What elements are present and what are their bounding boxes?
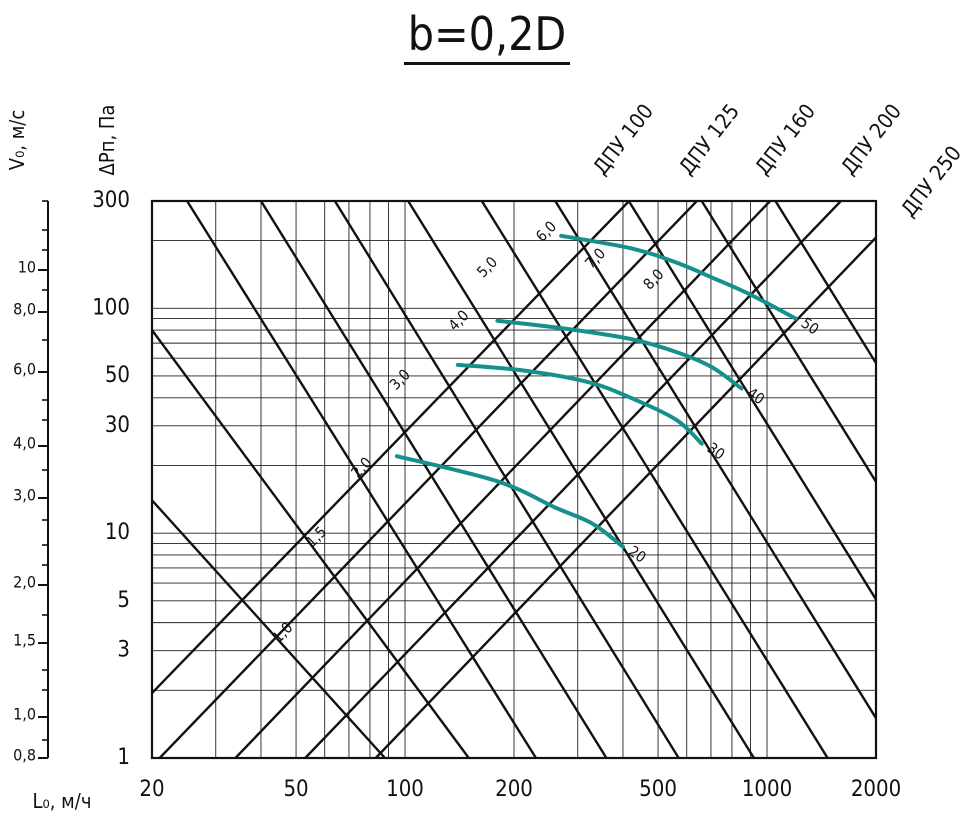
velocity-tick-label: 10 bbox=[18, 258, 36, 277]
teal-curve-20 bbox=[394, 454, 625, 549]
velocity-line-4 bbox=[259, 201, 608, 758]
pressure-tick-label: 300 bbox=[92, 188, 130, 213]
velocity-line-6 bbox=[407, 201, 755, 758]
teal-curves bbox=[394, 233, 798, 549]
velocity-label: 1,5 bbox=[302, 523, 330, 551]
pressure-tick-label: 50 bbox=[105, 363, 130, 388]
series-label-30: 30 bbox=[704, 439, 728, 464]
velocity-tick-label: 1,5 bbox=[13, 631, 36, 650]
size-line-label: ДПУ 200 bbox=[836, 99, 906, 179]
size-line-label: ДПУ 160 bbox=[750, 99, 820, 179]
velocity-label: 5,0 bbox=[473, 253, 501, 281]
velocity-label: 6,0 bbox=[532, 217, 560, 245]
velocity-tick-label: 0,8 bbox=[13, 746, 36, 765]
x-tick-label: 500 bbox=[639, 777, 677, 802]
velocity-line-5 bbox=[333, 201, 680, 758]
velocity-tick-label: 1,0 bbox=[13, 705, 36, 724]
x-tick-label: 200 bbox=[495, 777, 533, 802]
velocity-line-11 bbox=[774, 201, 876, 366]
size-line-label: ДПУ 250 bbox=[896, 141, 966, 221]
velocity-tick-label: 6,0 bbox=[13, 360, 36, 379]
velocity-tick-label: 3,0 bbox=[13, 486, 36, 505]
velocity-label: 2,0 bbox=[348, 454, 376, 482]
x-tick-label: 2000 bbox=[851, 777, 901, 802]
x-tick-label: 100 bbox=[386, 777, 424, 802]
size-line-5 bbox=[374, 235, 876, 758]
velocity-line-10 bbox=[700, 201, 876, 485]
pressure-tick-label: 100 bbox=[92, 295, 130, 320]
velocity-label: 3,0 bbox=[386, 366, 414, 394]
series-label-20: 20 bbox=[625, 542, 649, 567]
x-tick-label: 1000 bbox=[742, 777, 792, 802]
velocity-label: 8,0 bbox=[640, 265, 668, 293]
size-line-label: ДПУ 100 bbox=[588, 99, 658, 179]
size-line-label: ДПУ 125 bbox=[674, 99, 744, 179]
velocity-line-3 bbox=[186, 201, 537, 758]
pressure-tick-label: 10 bbox=[105, 520, 130, 545]
x-tick-label: 20 bbox=[139, 777, 164, 802]
teal-curve-40 bbox=[495, 318, 744, 391]
pressure-tick-label: 3 bbox=[117, 638, 130, 663]
x-axis-label: L₀, м/ч bbox=[33, 789, 92, 813]
teal-curve-30 bbox=[455, 362, 704, 446]
velocity-line-2 bbox=[152, 329, 470, 758]
velocity-tick-label: 4,0 bbox=[13, 434, 36, 453]
velocity-line-1 bbox=[152, 499, 386, 758]
velocity-axis-label: V₀, м/с bbox=[5, 110, 29, 170]
size-line-3 bbox=[234, 201, 772, 758]
chart-lines bbox=[152, 201, 876, 758]
pressure-tick-label: 30 bbox=[105, 413, 130, 438]
plot-frame bbox=[150, 199, 878, 760]
grid bbox=[151, 200, 877, 759]
velocity-line-9 bbox=[627, 201, 876, 602]
chart-title: b=0,2D bbox=[0, 6, 974, 65]
velocity-line-7 bbox=[480, 201, 829, 758]
x-tick-label: 50 bbox=[283, 777, 308, 802]
pressure-tick-label: 1 bbox=[117, 745, 130, 770]
velocity-tick-label: 2,0 bbox=[13, 573, 36, 592]
series-label-50: 50 bbox=[798, 314, 822, 339]
pressure-tick-label: 5 bbox=[117, 588, 130, 613]
velocity-tick-label: 8,0 bbox=[13, 300, 36, 319]
pressure-axis-label: ΔPп, Па bbox=[95, 105, 119, 176]
series-label-40: 40 bbox=[744, 384, 768, 409]
size-line-2 bbox=[158, 201, 698, 758]
velocity-line-8 bbox=[554, 201, 876, 721]
teal-curve-50 bbox=[559, 233, 798, 321]
